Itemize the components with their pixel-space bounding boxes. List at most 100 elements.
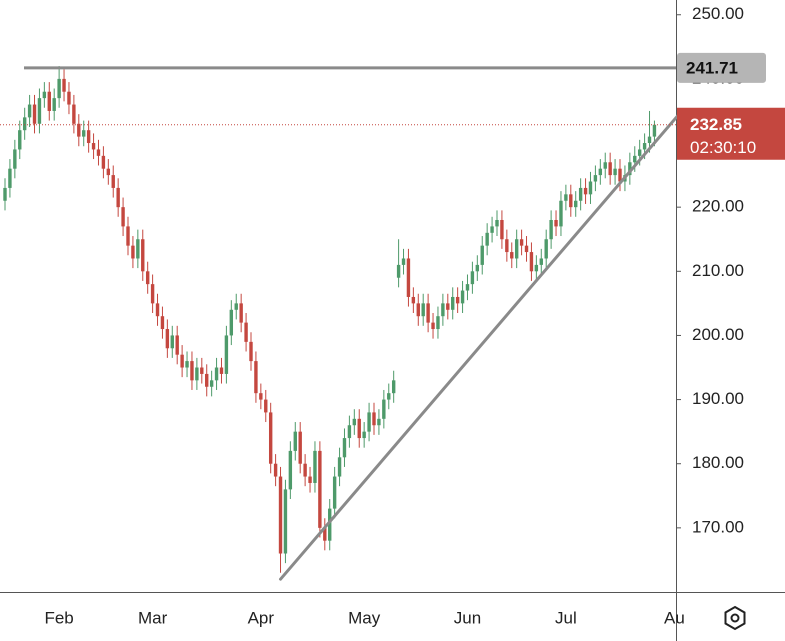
candle-body: [209, 380, 214, 387]
candle-body: [77, 123, 81, 137]
candle-body: [342, 438, 347, 458]
candle-body: [436, 316, 440, 330]
candle-body: [13, 149, 17, 169]
y-tick-label: 250.00: [692, 4, 744, 23]
candle-body: [578, 187, 583, 201]
candle-body: [603, 162, 607, 169]
candle-body: [480, 245, 484, 265]
candle-body: [455, 296, 460, 304]
candle-body: [401, 258, 406, 265]
x-tick-label: Mar: [138, 608, 168, 627]
settings-hexagon: [724, 605, 746, 631]
candle-body: [249, 341, 253, 362]
candle-body: [136, 239, 140, 259]
candle-body: [446, 303, 450, 310]
candle-body: [539, 258, 543, 265]
candle-body: [224, 335, 229, 374]
candle-body: [406, 258, 411, 297]
candle-body: [362, 431, 366, 439]
candle-body: [431, 322, 435, 330]
candle-body: [593, 175, 598, 182]
candle-body: [544, 239, 548, 259]
y-tick-label: 210.00: [692, 261, 744, 280]
candle-body: [308, 476, 312, 483]
candle-body: [569, 194, 573, 208]
x-tick-label: May: [348, 608, 381, 627]
x-tick-label: Jul: [555, 608, 577, 627]
candle-body: [391, 380, 396, 394]
plot: [3, 66, 657, 573]
candle-body: [618, 168, 622, 182]
y-tick-label: 180.00: [692, 453, 744, 472]
x-tick-label: Feb: [44, 608, 73, 627]
candle-body: [377, 418, 381, 426]
candle-body: [86, 130, 91, 144]
candle-body: [510, 252, 514, 259]
candle-body: [441, 303, 445, 317]
candle-body: [101, 155, 106, 169]
candle-body: [185, 361, 189, 368]
candle-body: [451, 296, 455, 310]
candle-body: [490, 226, 494, 233]
candle-body: [121, 207, 125, 227]
candle-body: [332, 476, 337, 509]
x-tick-label: Au: [664, 608, 685, 627]
candle-body: [416, 303, 420, 317]
candle-body: [485, 232, 489, 246]
price-badge: [677, 107, 785, 160]
candle-body: [613, 168, 617, 176]
countdown-label: 02:30:10: [690, 138, 756, 157]
candle-body: [475, 264, 480, 272]
candle-body: [554, 219, 558, 227]
candle-body: [396, 264, 401, 278]
candle-body: [328, 508, 332, 541]
candle-body: [195, 367, 199, 381]
candle-body: [278, 476, 283, 554]
candle-body: [529, 252, 534, 272]
candle-body: [347, 425, 352, 439]
candle-body: [628, 162, 632, 176]
trendline: [279, 112, 681, 581]
candle-body: [514, 239, 519, 259]
candle-body: [519, 239, 524, 246]
x-tick-label: Apr: [248, 608, 275, 627]
candle-body: [598, 168, 603, 176]
candle-body: [259, 393, 263, 400]
candle-body: [229, 309, 234, 336]
candle-body: [549, 219, 553, 240]
candle-body: [27, 104, 32, 118]
candle-body: [32, 104, 37, 124]
candle-body: [588, 181, 593, 195]
y-tick-label: 190.00: [692, 389, 744, 408]
price-badge-label: 232.85: [690, 115, 742, 134]
candle-body: [273, 463, 278, 477]
level-badge-label: 241.71: [686, 58, 738, 77]
candle-body: [131, 245, 135, 259]
candle-body: [160, 316, 165, 330]
candle-body: [200, 367, 204, 374]
y-tick-label: 170.00: [692, 517, 744, 536]
candle-body: [82, 130, 86, 137]
candle-body: [52, 98, 56, 111]
candle-body: [500, 219, 504, 240]
candle-body: [150, 284, 155, 304]
candle-body: [175, 335, 179, 355]
candle-body: [170, 335, 174, 349]
candle-body: [633, 155, 637, 163]
candle-body: [608, 162, 612, 176]
candle-body: [382, 399, 386, 419]
candle-body: [106, 168, 111, 176]
candle-body: [352, 418, 357, 426]
candle-body: [37, 98, 42, 124]
candle-body: [155, 303, 160, 317]
settings-icon[interactable]: [724, 605, 746, 631]
candle-body: [111, 175, 115, 188]
candle-body: [470, 271, 475, 285]
candle-body: [524, 245, 529, 253]
candle-body: [239, 303, 243, 323]
candle-body: [62, 78, 66, 92]
candle-body: [367, 412, 371, 432]
candle-body: [465, 284, 470, 291]
candle-body: [116, 187, 120, 208]
